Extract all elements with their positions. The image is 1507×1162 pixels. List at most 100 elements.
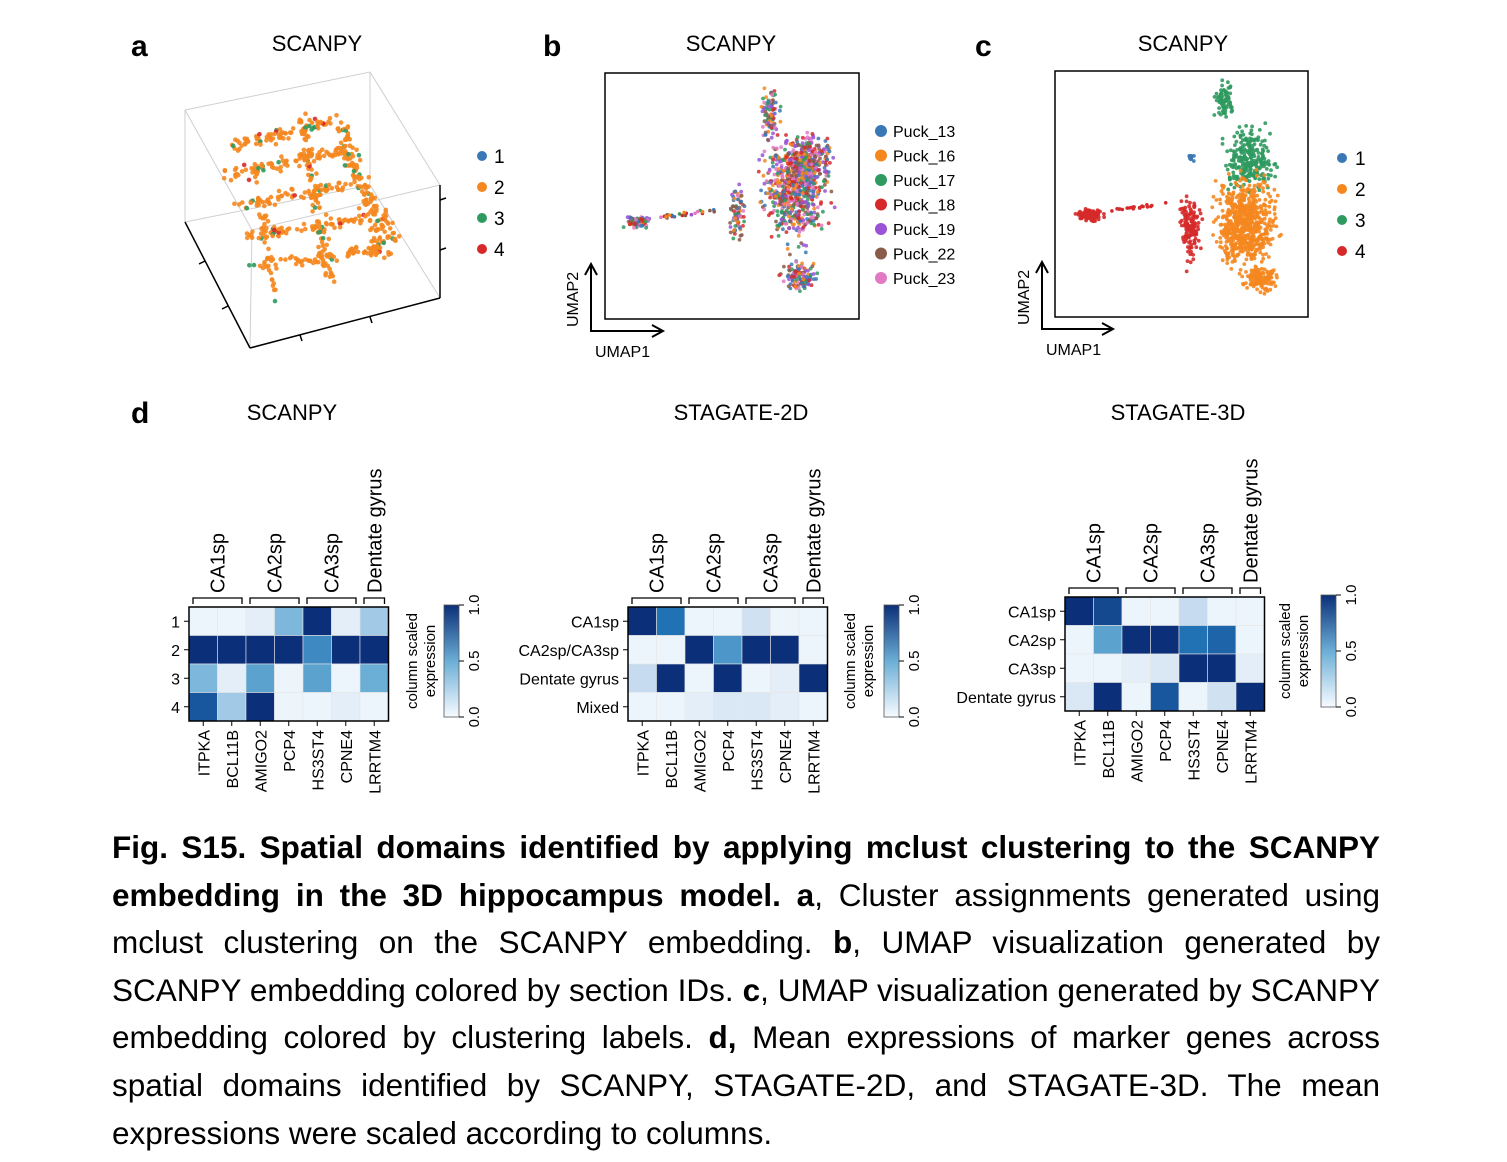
scatter-point	[1224, 163, 1228, 168]
heatmap-cell	[359, 606, 389, 636]
scatter-point	[1259, 260, 1264, 264]
scatter-point	[1232, 210, 1237, 215]
scatter-point	[762, 107, 767, 111]
scatter-point	[315, 119, 320, 124]
heatmap-cell	[188, 692, 218, 722]
legend-marker	[875, 272, 887, 284]
scatter-point	[769, 135, 774, 140]
scatter-point	[221, 175, 227, 181]
panel-b-xlabel: UMAP1	[595, 344, 650, 361]
scatter-point	[1230, 163, 1234, 167]
scatter-point	[1248, 155, 1253, 160]
scatter-point	[1245, 174, 1250, 179]
colorbar-tick-label: 0.5	[1343, 641, 1360, 662]
heatmap-cell	[1093, 625, 1123, 655]
scatter-point	[1224, 115, 1228, 119]
scatter-point	[273, 141, 279, 147]
scatter-point	[1233, 221, 1238, 226]
heatmap-cell	[770, 606, 800, 636]
scatter-point	[293, 255, 298, 261]
colorbar-tick-label: 1.0	[906, 595, 923, 616]
scatter-point	[767, 107, 772, 112]
heatmap-cell	[741, 692, 771, 722]
scatter-point	[1249, 194, 1253, 199]
scatter-point	[793, 192, 797, 197]
scatter-point	[1236, 204, 1241, 209]
scatter-point	[809, 162, 814, 167]
legend-marker	[1337, 153, 1347, 163]
scatter-point	[1247, 183, 1252, 188]
scatter-point	[1185, 259, 1190, 263]
group-label: CA3sp	[1198, 523, 1220, 583]
scatter-point	[773, 125, 777, 130]
scatter-point	[766, 121, 771, 125]
scatter-point	[1225, 167, 1230, 172]
scatter-point	[732, 196, 737, 201]
scatter-point	[1247, 211, 1251, 216]
scatter-point	[243, 167, 249, 172]
colorbar	[443, 604, 460, 718]
scatter-point	[737, 182, 742, 187]
scatter-point	[1243, 245, 1248, 250]
scatter-point	[800, 141, 805, 146]
scatter-point	[787, 268, 792, 272]
scatter-point	[1236, 183, 1240, 188]
scatter-point	[1185, 222, 1190, 227]
legend-label: 2	[494, 178, 505, 199]
scatter-point	[1266, 149, 1270, 154]
scatter-point	[728, 230, 733, 235]
column-label: BCL11B	[225, 730, 242, 788]
scatter-point	[680, 213, 685, 218]
scatter-point	[348, 156, 353, 161]
scatter-point	[1261, 179, 1266, 184]
heatmap-cell	[1178, 625, 1208, 655]
scatter-point	[818, 172, 822, 176]
scatter-point	[789, 262, 794, 267]
scatter-point	[797, 230, 802, 234]
scatter-point	[1249, 152, 1253, 157]
scatter-point	[368, 253, 374, 258]
scatter-point	[1263, 162, 1267, 167]
scatter-point	[802, 194, 807, 199]
scatter-point	[1092, 210, 1096, 215]
scatter-point	[1236, 218, 1241, 223]
scatter-point	[1237, 245, 1242, 250]
legend-label: 3	[494, 209, 505, 230]
scatter-point	[759, 188, 763, 193]
scatter-point	[811, 194, 816, 199]
group-bracket	[688, 597, 739, 604]
scatter-point	[809, 180, 813, 185]
legend-marker	[477, 213, 487, 223]
scatter-point	[829, 189, 834, 194]
scatter-point	[1195, 224, 1200, 229]
column-label: HS3ST4	[749, 730, 766, 791]
scatter-point	[1196, 238, 1201, 243]
scatter-point	[301, 221, 307, 227]
scatter-point	[1231, 173, 1236, 178]
scatter-point	[357, 184, 363, 189]
scatter-point	[1269, 168, 1273, 173]
scatter-point	[276, 233, 281, 239]
scatter-point	[795, 197, 800, 201]
scatter-point	[1266, 271, 1270, 276]
heatmap-cell	[245, 692, 275, 722]
scatter-point	[1270, 280, 1274, 285]
column-label: ITPKA	[635, 730, 652, 777]
legend-marker	[477, 182, 487, 192]
scatter-point	[316, 230, 322, 235]
scatter-point	[262, 259, 267, 265]
legend-label: Puck_16	[893, 149, 955, 166]
scatter-point	[728, 225, 733, 229]
scatter-point	[1145, 203, 1149, 207]
scatter-point	[738, 233, 743, 238]
scatter-point	[825, 157, 830, 162]
colorbar-label: column scaled	[842, 613, 859, 709]
scatter-point	[792, 152, 797, 157]
scatter-point	[1272, 162, 1277, 167]
scatter-point	[381, 240, 387, 246]
scatter-point	[1218, 201, 1223, 206]
scatter-point	[356, 152, 362, 158]
group-bracket	[306, 597, 357, 604]
scatter-point	[819, 227, 824, 231]
scatter-point	[822, 169, 827, 174]
